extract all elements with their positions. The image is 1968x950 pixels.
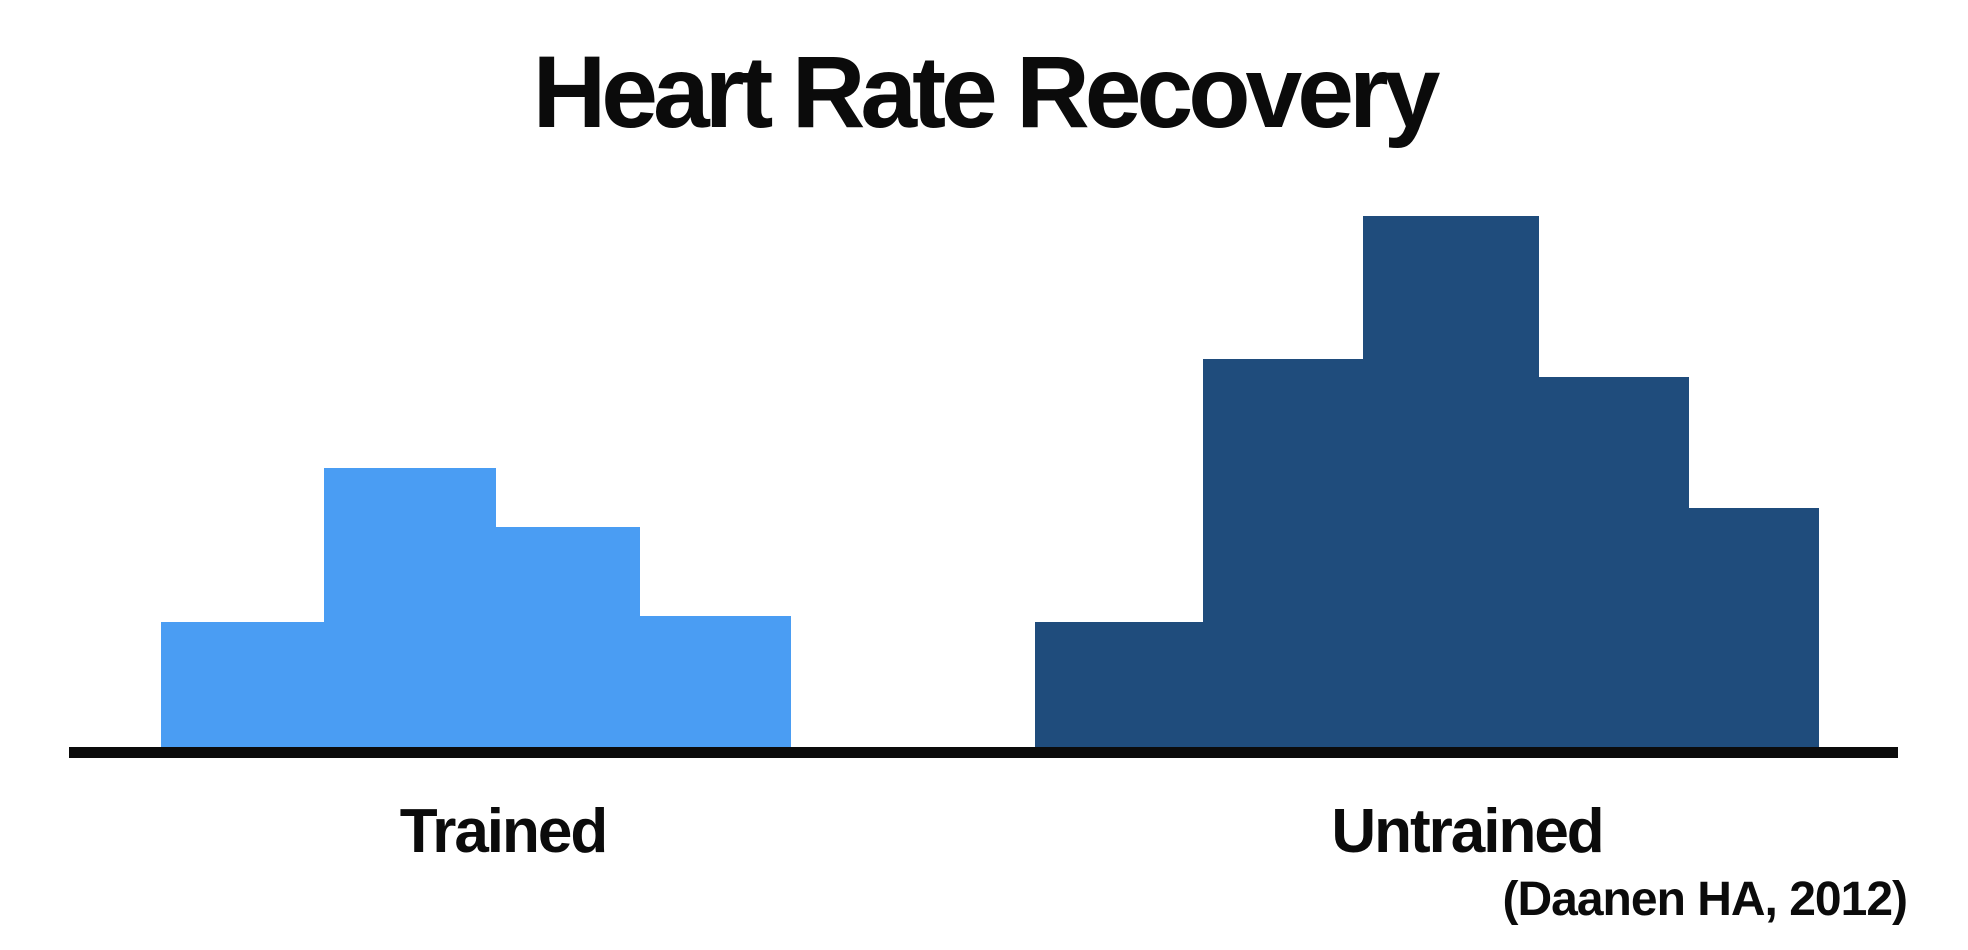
category-label-untrained: Untrained: [1331, 797, 1604, 866]
citation-text: (Daanen HA, 2012): [1502, 873, 1908, 926]
x-axis-line: [69, 747, 1898, 758]
histogram-bar: [1539, 377, 1689, 747]
histogram-bar: [1035, 622, 1203, 747]
category-label-trained: Trained: [399, 797, 609, 866]
histogram-bar: [1203, 359, 1363, 747]
histogram-bar: [161, 622, 324, 747]
histogram-bar: [640, 616, 791, 747]
histogram-bar: [1363, 216, 1539, 747]
histogram-bar: [324, 468, 496, 747]
histogram-bar: [496, 527, 640, 747]
histogram-bar: [1689, 508, 1819, 747]
chart-title: Heart Rate Recovery: [532, 35, 1441, 149]
